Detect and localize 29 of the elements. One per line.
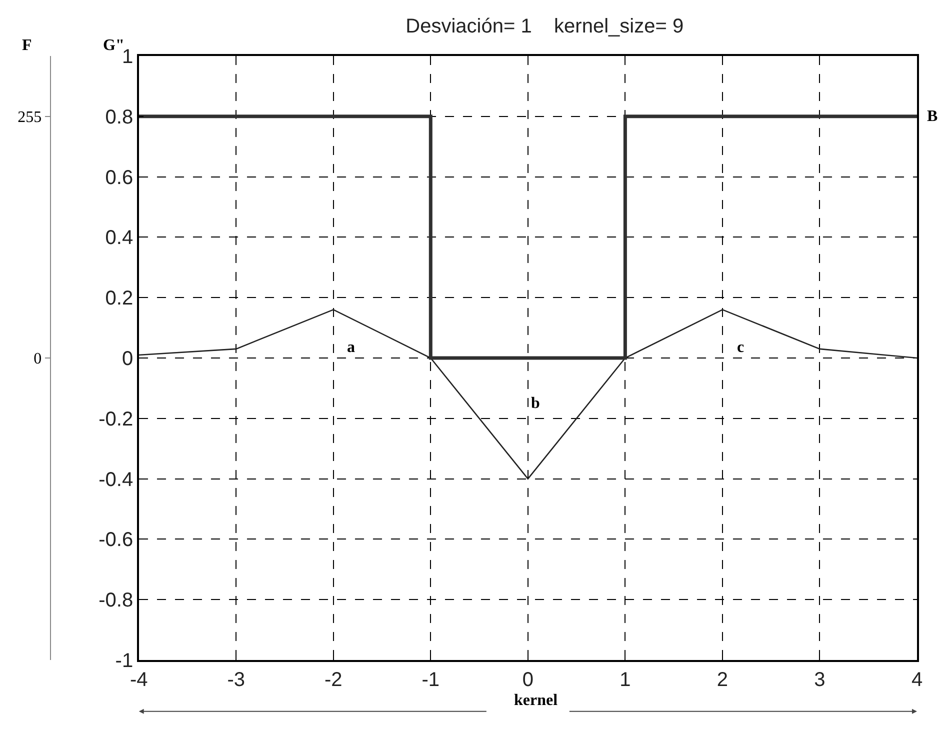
x-tick-label: 2 bbox=[716, 668, 728, 691]
x-tick-label: 4 bbox=[911, 668, 923, 691]
y-axis-title: G" bbox=[103, 37, 124, 54]
y-tick-label: -0.8 bbox=[98, 590, 134, 612]
x-axis-title: kernel bbox=[514, 692, 558, 709]
y-tick-label: 0.4 bbox=[105, 227, 134, 250]
y-tick-label: 0.8 bbox=[105, 106, 134, 128]
y2-tick-label: 0 bbox=[34, 350, 42, 368]
chart-title: Desviación= 1 kernel_size= 9 bbox=[406, 16, 684, 38]
y2-axis-title: F bbox=[22, 37, 32, 54]
x-tick-label: 3 bbox=[814, 668, 826, 691]
y-tick-label: 0 bbox=[122, 348, 134, 370]
y-tick-label: -0.4 bbox=[98, 468, 134, 491]
y-tick-label: -0.6 bbox=[98, 529, 134, 552]
y2-tick-label: 255 bbox=[18, 109, 42, 126]
annotation: c bbox=[737, 339, 744, 356]
y-tick-label: 1 bbox=[122, 46, 134, 68]
x-tick-label: -2 bbox=[324, 668, 342, 691]
x-tick-label: -3 bbox=[227, 668, 246, 691]
annotation: a bbox=[347, 339, 355, 356]
y-tick-label: 0.2 bbox=[105, 288, 134, 310]
y-tick-label: -0.2 bbox=[98, 408, 134, 430]
y-tick-label: 0.6 bbox=[105, 166, 134, 189]
x-tick-label: 0 bbox=[522, 668, 534, 691]
x-tick-label: 1 bbox=[620, 668, 631, 691]
annotation: B bbox=[927, 108, 938, 125]
line-series bbox=[138, 309, 917, 480]
annotation: b bbox=[531, 395, 540, 412]
x-tick-label: -1 bbox=[422, 668, 440, 691]
